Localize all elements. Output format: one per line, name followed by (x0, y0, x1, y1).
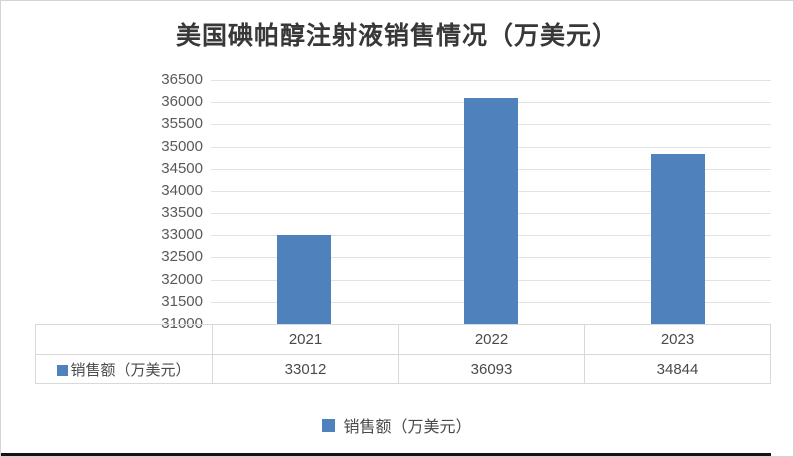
y-tick-label: 31500 (161, 292, 203, 310)
series-row-label: 销售额（万美元） (35, 354, 213, 384)
y-tick-label: 33500 (161, 204, 203, 222)
y-tick-label: 34500 (161, 159, 203, 177)
series-marker-icon (57, 364, 69, 376)
table-row-values: 销售额（万美元） 33012 36093 34844 (35, 354, 771, 384)
bar-2021 (277, 234, 332, 324)
plot-area (211, 80, 771, 324)
y-tick-label: 32000 (161, 270, 203, 288)
legend-label: 销售额（万美元） (343, 419, 472, 436)
y-tick-label: 35500 (161, 115, 203, 133)
series-row-label-text: 销售额（万美元） (70, 362, 191, 379)
year-header-2022: 2022 (398, 324, 585, 355)
y-tick-label: 32500 (161, 248, 203, 266)
table-row-years: 2021 2022 2023 (35, 324, 771, 355)
legend-marker-icon (322, 418, 336, 432)
y-tick-label: 33000 (161, 226, 203, 244)
legend: 销售额（万美元） (1, 413, 793, 437)
bar-2023 (650, 153, 705, 324)
bar-2022 (464, 98, 518, 324)
bottom-border-line (1, 453, 771, 456)
year-header-2021: 2021 (212, 324, 399, 355)
y-tick-label: 34000 (161, 181, 203, 199)
data-table: 2021 2022 2023 销售额（万美元） 33012 36093 3484… (35, 324, 771, 384)
value-2023: 34844 (584, 354, 771, 384)
y-tick-label: 35000 (161, 137, 203, 155)
y-tick-label: 36000 (161, 93, 203, 111)
value-2021: 33012 (212, 354, 399, 384)
year-header-2023: 2023 (584, 324, 771, 355)
chart-title: 美国碘帕醇注射液销售情况（万美元） (175, 23, 618, 50)
y-tick-label: 36500 (161, 71, 203, 88)
value-2022: 36093 (398, 354, 585, 384)
gridline (211, 80, 771, 81)
table-corner-cell (35, 324, 213, 355)
y-axis: 36500 36000 35500 35000 34500 34000 33500 33000… (131, 71, 203, 332)
